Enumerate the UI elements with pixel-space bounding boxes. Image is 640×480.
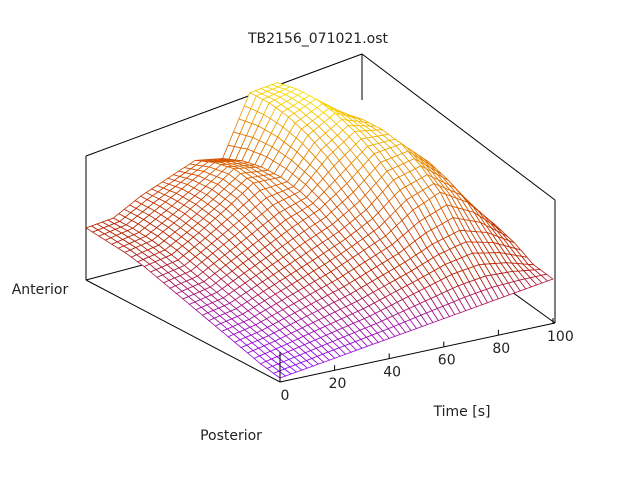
x-ticks: 0 20 40 60 80 100 — [279, 318, 574, 404]
surface-mesh — [85, 82, 554, 379]
chart-title: TB2156_071021.ost — [247, 31, 389, 47]
plot-box-back — [85, 53, 556, 324]
box-edge — [361, 53, 556, 201]
x-tick-label: 100 — [547, 329, 574, 345]
x-tick-label: 20 — [329, 376, 347, 392]
x-tick-label: 0 — [281, 388, 290, 404]
box-edge — [85, 279, 281, 383]
anterior-label: Anterior — [12, 282, 69, 298]
posterior-label: Posterior — [200, 428, 262, 444]
x-tick-label: 40 — [383, 364, 401, 380]
box-edge — [85, 262, 151, 281]
x-tick-label: 60 — [438, 353, 456, 369]
x-axis-label: Time [s] — [433, 404, 491, 420]
x-tick-label: 80 — [492, 341, 510, 357]
box-edge — [85, 53, 363, 157]
time-axis — [279, 322, 556, 383]
